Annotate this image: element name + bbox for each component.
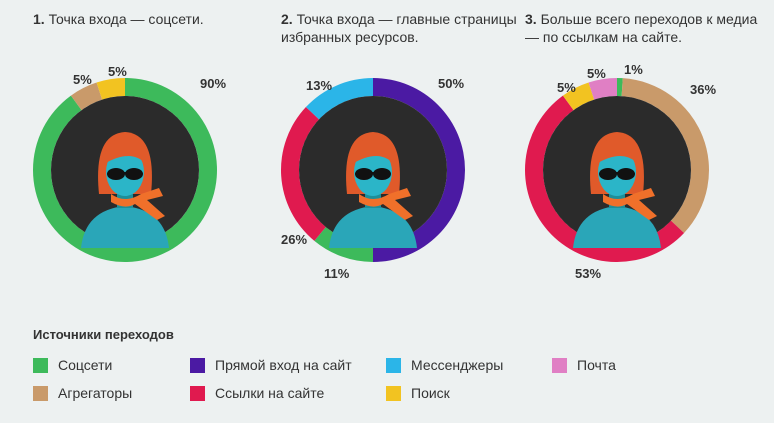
donut-1-label-2: 5% — [73, 72, 92, 87]
legend-item: Соцсети — [33, 357, 112, 373]
legend-swatch — [190, 357, 205, 373]
donut-1-label-1: 90% — [200, 76, 226, 91]
panel-3-title: 3. Больше всего переходов к медиа — по с… — [525, 10, 765, 46]
donut-1-slice-2 — [70, 82, 103, 111]
legend-label: Мессенджеры — [411, 357, 504, 373]
panel-2-number: 2. — [281, 11, 293, 27]
legend-item: Мессенджеры — [386, 357, 503, 373]
panel-2-title: 2. Точка входа — главные страницы избран… — [281, 10, 521, 46]
donut-3-label-1: 1% — [624, 62, 643, 77]
donut-1-label-3: 5% — [108, 64, 127, 79]
panel-3-number: 3. — [525, 11, 537, 27]
legend-swatch — [33, 385, 48, 401]
legend-item: Почта — [552, 357, 616, 373]
donut-3-label-2: 36% — [690, 82, 716, 97]
legend-title: Источники переходов — [33, 327, 174, 342]
donut-3-label-4: 5% — [557, 80, 576, 95]
legend-swatch — [386, 357, 401, 373]
legend-label: Агрегаторы — [58, 385, 133, 401]
legend-item: Агрегаторы — [33, 385, 132, 401]
legend-swatch — [552, 357, 567, 373]
panel-1-number: 1. — [33, 11, 45, 27]
legend-swatch — [33, 357, 48, 373]
donut-chart-1: 90% 5% 5% — [32, 64, 226, 262]
avatar-illustration — [299, 96, 447, 248]
legend-label: Ссылки на сайте — [215, 385, 325, 401]
donut-2-slice-4 — [305, 78, 373, 120]
legend-label: Почта — [577, 357, 616, 373]
donut-chart-2: 50% 11% 26% 13% — [281, 76, 465, 281]
donut-2-slice-3 — [281, 107, 326, 241]
donut-2-label-2: 11% — [324, 266, 350, 281]
panel-1-title-text: Точка входа — соцсети. — [48, 11, 204, 27]
donut-2-slice-1 — [373, 78, 465, 262]
donut-2-label-3: 26% — [281, 232, 307, 247]
panel-1-title: 1. Точка входа — соцсети. — [33, 10, 253, 28]
donut-3-slice-1 — [617, 78, 623, 97]
donut-2-label-1: 50% — [438, 76, 464, 91]
donut-3-slice-3 — [525, 95, 685, 262]
donut-3-label-3: 53% — [575, 266, 601, 281]
donut-1-slice-3 — [96, 78, 125, 100]
donut-2-label-4: 13% — [306, 78, 332, 93]
donut-3-label-5: 5% — [587, 66, 606, 81]
donut-3-slice-5 — [588, 78, 617, 100]
panel-3-title-text: Больше всего переходов к медиа — по ссыл… — [525, 11, 758, 45]
legend-item: Прямой вход на сайт — [190, 357, 352, 373]
legend-item: Поиск — [386, 385, 450, 401]
donut-chart-3: 1% 36% 53% 5% 5% — [525, 62, 716, 281]
legend-swatch — [386, 385, 401, 401]
legend-label: Поиск — [411, 385, 450, 401]
donut-3-slice-4 — [562, 82, 595, 111]
avatar-illustration — [543, 96, 691, 248]
legend-label: Соцсети — [58, 357, 113, 373]
legend-swatch — [190, 385, 205, 401]
legend-label: Прямой вход на сайт — [215, 357, 352, 373]
legend-item: Ссылки на сайте — [190, 385, 324, 401]
panel-2-title-text: Точка входа — главные страницы избранных… — [281, 11, 517, 45]
donut-3-slice-2 — [621, 78, 709, 233]
avatar-illustration — [51, 96, 199, 248]
